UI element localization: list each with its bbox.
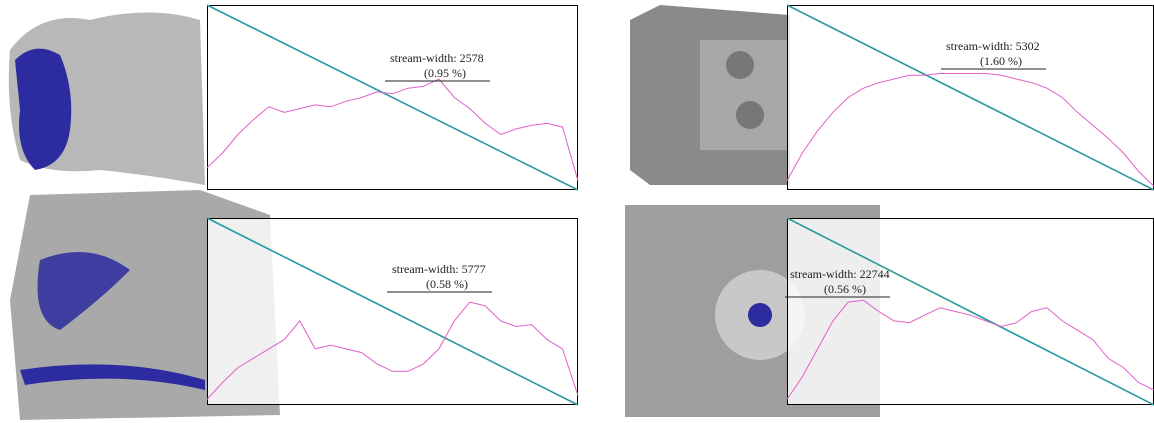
annotation-label: stream-width: 5777 [392,262,486,276]
annotation-value: (0.56 %) [824,282,866,296]
annotation-value: (0.58 %) [426,277,468,291]
annotation-label: stream-width: 5302 [946,39,1040,53]
render-1 [9,13,205,186]
render-2 [630,5,790,185]
figure: stream-width: 2578(0.95 %) stream-width: … [0,0,1154,423]
annotation-label: stream-width: 2578 [390,51,484,65]
annotation-label: stream-width: 22744 [790,267,890,281]
annotation-value: (1.60 %) [980,54,1022,68]
annotation-value: (0.95 %) [424,66,466,80]
